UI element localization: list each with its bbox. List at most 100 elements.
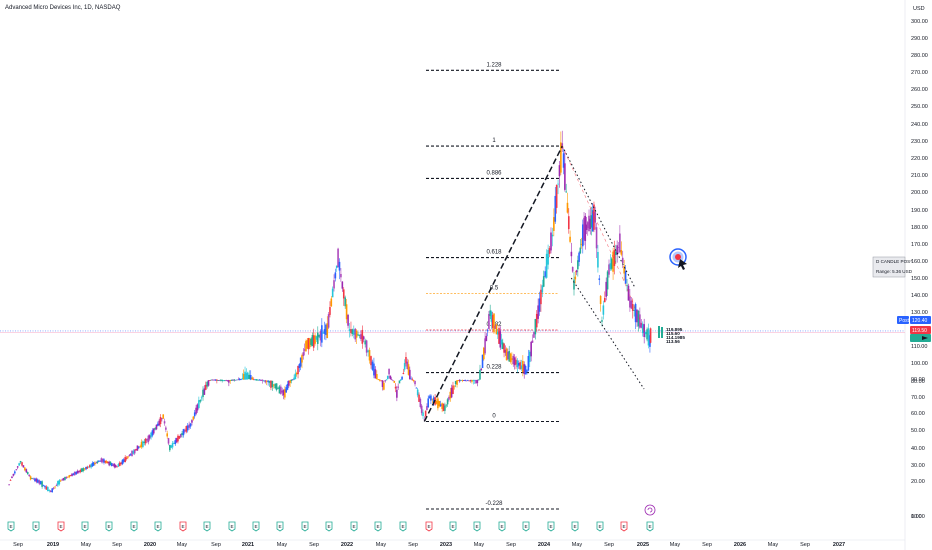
candle-body — [268, 380, 271, 383]
candle-body — [83, 468, 86, 470]
candle-body — [468, 380, 471, 382]
candle-body — [485, 335, 488, 342]
earnings-marker[interactable]: E — [252, 521, 260, 532]
candle-body — [512, 355, 515, 365]
candle-body — [517, 363, 520, 366]
earnings-marker[interactable]: E — [522, 521, 530, 532]
candle-body — [192, 416, 195, 420]
price-tick: 10.00 — [911, 514, 925, 520]
candle-body — [424, 410, 427, 417]
earnings-marker-shape — [228, 521, 236, 532]
candle-body — [405, 357, 407, 364]
last-price: 119.50 — [912, 328, 927, 334]
earnings-marker[interactable]: E — [203, 521, 211, 532]
earnings-marker[interactable]: E — [325, 521, 333, 532]
earnings-marker[interactable]: E — [350, 521, 358, 532]
earnings-marker[interactable]: E — [57, 521, 65, 532]
candle-body — [92, 462, 95, 466]
candle-body — [418, 394, 420, 402]
time-tick: 2024 — [538, 542, 551, 548]
earnings-marker[interactable]: E — [449, 521, 457, 532]
earnings-marker[interactable]: E — [374, 521, 382, 532]
candle-body — [481, 354, 484, 369]
candle-body — [236, 379, 238, 381]
earnings-marker[interactable]: E — [571, 521, 579, 532]
candle-body — [597, 251, 599, 268]
candle-body — [48, 489, 51, 491]
candle-body — [438, 400, 441, 407]
earnings-marker[interactable]: E — [228, 521, 236, 532]
candle-body — [384, 380, 386, 382]
earnings-marker[interactable]: E — [646, 521, 654, 532]
note-box[interactable]: D CANDLE POS* Range: 5.36 USD — [872, 256, 913, 278]
earnings-marker[interactable]: E — [399, 521, 407, 532]
earnings-marker[interactable]: E — [105, 521, 113, 532]
candle-body — [220, 379, 222, 381]
time-tick: Sep — [408, 542, 418, 548]
earnings-marker[interactable]: E — [473, 521, 481, 532]
earnings-marker[interactable]: E — [425, 521, 433, 532]
candle-body — [588, 215, 590, 232]
candle-body — [419, 398, 422, 408]
earnings-marker[interactable]: E — [276, 521, 284, 532]
earnings-marker-shape — [179, 521, 187, 532]
candle-body — [327, 314, 330, 328]
candle-body — [557, 183, 559, 185]
earnings-marker[interactable]: E — [154, 521, 162, 532]
candle-body — [581, 224, 584, 247]
candle-body — [281, 390, 284, 393]
earnings-marker[interactable]: E — [596, 521, 604, 532]
earnings-marker[interactable]: E — [620, 521, 628, 532]
candle-body — [371, 361, 374, 370]
earnings-marker[interactable]: E — [32, 521, 40, 532]
candle-body — [337, 248, 339, 268]
trendline-drawings[interactable] — [423, 145, 646, 422]
time-axis[interactable]: Sep 2019 May Sep 2020 May Sep 2021 May Sep 2022 May… — [13, 542, 845, 548]
candle-body — [229, 380, 232, 381]
candle-body — [116, 466, 118, 468]
candle-body — [591, 210, 594, 232]
earnings-marker-shape — [522, 521, 530, 532]
price-label-post[interactable]: Post 120.40 — [897, 316, 931, 324]
candle-body — [341, 281, 344, 289]
candle-body — [530, 341, 532, 357]
earnings-marker-shape — [32, 521, 40, 532]
candle-body — [614, 251, 617, 255]
earnings-marker[interactable]: E — [7, 521, 15, 532]
earnings-marker[interactable]: E — [130, 521, 138, 532]
candle-body — [627, 285, 630, 301]
candle-body — [569, 236, 571, 242]
earnings-marker[interactable]: E — [179, 521, 187, 532]
candle-body — [285, 387, 287, 393]
candle-body — [193, 412, 196, 417]
earnings-marker[interactable]: E — [498, 521, 506, 532]
candle-body — [354, 328, 357, 340]
price-axis[interactable]: 300.00 290.00 280.00 270.00 260.00 250.00 240.… — [911, 19, 928, 520]
earnings-marker[interactable]: E — [547, 521, 555, 532]
candle-body — [426, 406, 428, 411]
candle-body — [16, 466, 19, 468]
earnings-marker[interactable]: E — [81, 521, 89, 532]
alert-marker[interactable] — [644, 504, 656, 516]
candle-body — [609, 263, 612, 270]
candle-body — [499, 331, 502, 348]
earnings-marker[interactable]: E — [301, 521, 309, 532]
price-tick: 70.00 — [911, 395, 925, 401]
candle-body — [32, 478, 35, 480]
candle-body — [85, 467, 87, 470]
price-label-last[interactable]: 119.50 — [910, 326, 931, 342]
candle-body — [322, 332, 324, 334]
note-box-range: Range: 5.36 USD — [876, 269, 913, 274]
earnings-marker-label: E — [475, 524, 478, 529]
candle-body — [472, 380, 475, 381]
earnings-marker-label: E — [9, 524, 12, 529]
candle-body — [619, 233, 621, 253]
candle-body — [515, 359, 517, 365]
time-tick: 2023 — [440, 542, 452, 548]
overlay-number: 119.895 — [666, 327, 683, 332]
target-icon[interactable] — [669, 248, 687, 270]
candle-body — [620, 250, 623, 255]
